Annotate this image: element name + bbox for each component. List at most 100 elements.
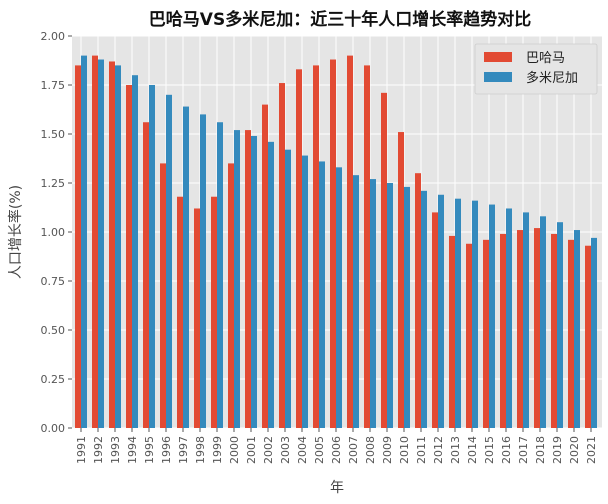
bar-dominica — [421, 190, 427, 428]
x-tick-label: 2007 — [347, 436, 360, 464]
legend: 巴哈马 多米尼加 — [474, 43, 598, 95]
bar-bahamas — [177, 196, 183, 428]
bar-bahamas — [347, 55, 353, 428]
x-tick-label: 2003 — [279, 436, 292, 464]
bar-dominica — [217, 122, 223, 429]
x-tick-label: 2010 — [398, 436, 411, 464]
bar-bahamas — [398, 132, 404, 429]
x-tick-label: 2002 — [262, 436, 275, 464]
bar-dominica — [489, 204, 495, 428]
x-tick-label: 2018 — [534, 436, 547, 464]
x-tick-label: 1993 — [109, 436, 122, 464]
y-tick-label: 1.00 — [41, 226, 66, 239]
x-tick-label: 1994 — [126, 436, 139, 464]
bar-dominica — [268, 141, 274, 428]
bar-dominica — [200, 114, 206, 429]
bar-bahamas — [364, 65, 370, 429]
x-tick-label: 2008 — [364, 436, 377, 464]
x-tick-label: 2011 — [415, 436, 428, 464]
bar-bahamas — [330, 59, 336, 429]
bar-dominica — [149, 85, 155, 428]
x-tick-label: 1997 — [177, 436, 190, 464]
bar-bahamas — [517, 230, 523, 428]
x-tick-label: 1996 — [160, 436, 173, 464]
bar-bahamas — [194, 208, 200, 428]
bar-bahamas — [449, 235, 455, 428]
bar-dominica — [319, 161, 325, 428]
bar-dominica — [506, 208, 512, 428]
bar-dominica — [132, 75, 138, 428]
bar-bahamas — [568, 239, 574, 428]
x-tick-label: 2015 — [483, 436, 496, 464]
x-tick-label: 2017 — [517, 436, 530, 464]
x-tick-label: 1992 — [92, 436, 105, 464]
bar-dominica — [353, 175, 359, 428]
bar-dominica — [387, 183, 393, 428]
bar-dominica — [438, 194, 444, 428]
x-tick-label: 2012 — [432, 436, 445, 464]
bar-dominica — [557, 222, 563, 428]
x-tick-label: 2020 — [568, 436, 581, 464]
bar-dominica — [404, 186, 410, 428]
bar-bahamas — [585, 245, 591, 428]
bar-dominica — [540, 216, 546, 428]
x-tick-label: 1991 — [75, 436, 88, 464]
x-tick-label: 1995 — [143, 436, 156, 464]
y-tick-label: 0.50 — [41, 324, 66, 337]
y-tick-label: 1.50 — [41, 128, 66, 141]
bar-bahamas — [483, 239, 489, 428]
bar-dominica — [183, 106, 189, 428]
legend-swatch-dominica — [484, 72, 512, 82]
x-tick-label: 2014 — [466, 436, 479, 464]
bar-bahamas — [296, 69, 302, 428]
y-axis-label: 人口增长率(%) — [7, 185, 24, 279]
x-tick-label: 2019 — [551, 436, 564, 464]
y-tick-label: 1.25 — [41, 177, 66, 190]
bar-dominica — [115, 65, 121, 429]
y-tick-label: 0.75 — [41, 275, 66, 288]
bar-bahamas — [551, 233, 557, 428]
y-tick-label: 0.00 — [41, 422, 66, 435]
legend-label-bahamas: 巴哈马 — [526, 51, 565, 66]
bar-bahamas — [75, 65, 81, 429]
x-tick-label: 2006 — [330, 436, 343, 464]
y-tick-label: 1.75 — [41, 79, 66, 92]
bar-bahamas — [432, 212, 438, 428]
x-tick-label: 2000 — [228, 436, 241, 464]
bar-bahamas — [415, 173, 421, 428]
bar-bahamas — [245, 130, 251, 428]
x-tick-label: 1999 — [211, 436, 224, 464]
bar-bahamas — [381, 92, 387, 428]
y-tick-label: 2.00 — [41, 30, 66, 43]
bar-dominica — [370, 179, 376, 428]
bar-dominica — [81, 55, 87, 428]
legend-label-dominica: 多米尼加 — [526, 70, 578, 86]
bar-dominica — [574, 230, 580, 428]
bar-bahamas — [262, 104, 268, 428]
y-tick-label: 0.25 — [41, 373, 66, 386]
x-tick-label: 2013 — [449, 436, 462, 464]
x-tick-label: 2004 — [296, 436, 309, 464]
bar-dominica — [523, 212, 529, 428]
bar-bahamas — [279, 83, 285, 428]
bar-bahamas — [534, 228, 540, 428]
bar-dominica — [234, 130, 240, 428]
bar-bahamas — [92, 55, 98, 428]
x-tick-label: 2009 — [381, 436, 394, 464]
x-tick-label: 2016 — [500, 436, 513, 464]
bar-bahamas — [211, 196, 217, 428]
bar-dominica — [455, 198, 461, 428]
bar-bahamas — [466, 243, 472, 428]
bar-bahamas — [126, 85, 132, 428]
bar-dominica — [336, 167, 342, 428]
bar-bahamas — [228, 163, 234, 428]
bar-bahamas — [313, 65, 319, 429]
x-axis-label: 年 — [330, 480, 344, 496]
bar-bahamas — [109, 61, 115, 428]
bar-dominica — [251, 135, 257, 428]
bar-dominica — [166, 94, 172, 429]
bar-dominica — [591, 237, 597, 428]
x-tick-label: 2005 — [313, 436, 326, 464]
bar-dominica — [98, 59, 104, 429]
